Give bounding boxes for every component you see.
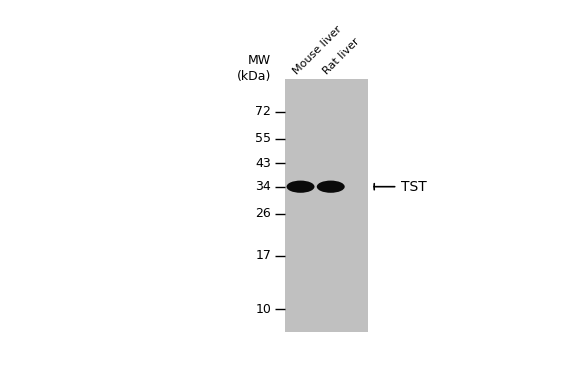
- Text: (kDa): (kDa): [237, 70, 271, 83]
- Text: Rat liver: Rat liver: [321, 36, 361, 76]
- Text: TST: TST: [401, 180, 427, 194]
- Text: 34: 34: [255, 180, 271, 193]
- Text: 43: 43: [255, 157, 271, 170]
- Text: 10: 10: [255, 302, 271, 316]
- Text: Mouse liver: Mouse liver: [291, 23, 343, 76]
- Text: 26: 26: [255, 207, 271, 220]
- Text: MW: MW: [248, 54, 271, 67]
- Ellipse shape: [286, 181, 314, 193]
- Ellipse shape: [317, 181, 345, 193]
- Text: 55: 55: [255, 132, 271, 145]
- Text: 17: 17: [255, 249, 271, 262]
- Text: 72: 72: [255, 105, 271, 118]
- Bar: [285, 79, 368, 332]
